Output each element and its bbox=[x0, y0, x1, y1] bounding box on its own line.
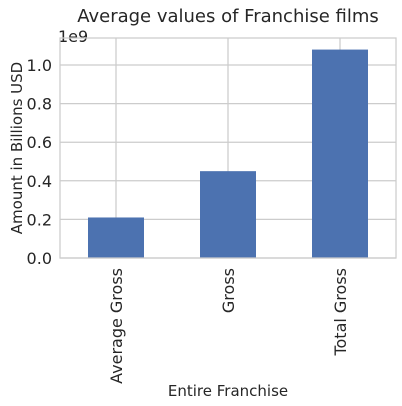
x-tick-labels: Average Gross Gross Total Gross bbox=[107, 268, 350, 384]
y-axis-label: Amount in Billions USD bbox=[8, 62, 26, 234]
y-tick-label: 0.2 bbox=[27, 210, 52, 229]
x-tick-label: Average Gross bbox=[107, 268, 126, 384]
bar-gross bbox=[200, 171, 256, 258]
chart-title: Average values of Franchise films bbox=[77, 6, 379, 27]
x-axis-label: Entire Franchise bbox=[168, 382, 288, 400]
y-tick-label: 0.8 bbox=[27, 95, 52, 114]
x-tick-label: Total Gross bbox=[331, 268, 350, 357]
bars bbox=[88, 49, 368, 258]
plot-frame bbox=[59, 37, 397, 259]
bar-average-gross bbox=[88, 217, 144, 258]
y-tick-label: 0.0 bbox=[27, 249, 52, 268]
y-tick-labels: 0.0 0.2 0.4 0.6 0.8 1.0 bbox=[27, 56, 52, 268]
y-tick-label: 0.6 bbox=[27, 133, 52, 152]
y-axis-scale-label: 1e9 bbox=[58, 27, 88, 46]
y-tick-label: 0.4 bbox=[27, 172, 52, 191]
bar-total-gross bbox=[312, 49, 368, 258]
y-tick-label: 1.0 bbox=[27, 56, 52, 75]
x-tick-label: Gross bbox=[219, 268, 238, 313]
